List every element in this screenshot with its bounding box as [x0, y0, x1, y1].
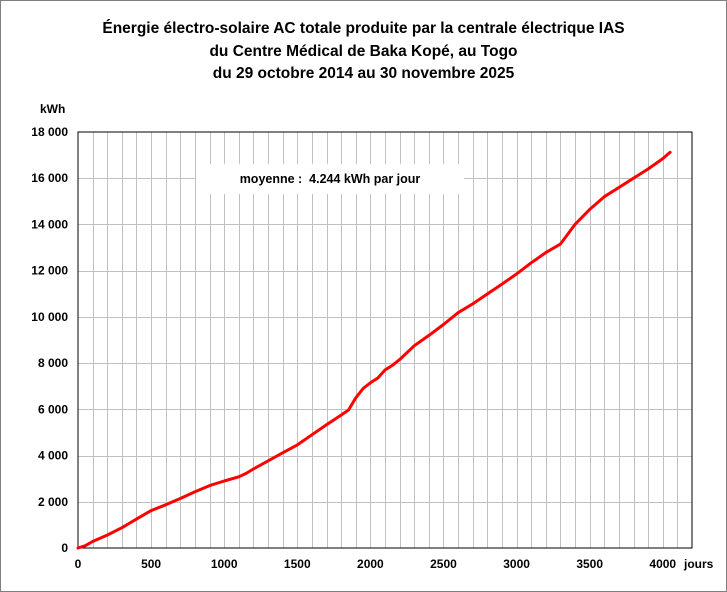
y-tick-label: 18 000 [31, 125, 68, 139]
x-tick-label: 1000 [211, 557, 238, 571]
chart-title-line-3: du 29 octobre 2014 au 30 novembre 2025 [212, 65, 515, 82]
y-tick-label: 8 000 [38, 356, 68, 370]
annotation-background [196, 164, 464, 194]
y-tick-label: 0 [61, 541, 68, 555]
y-tick-label: 10 000 [31, 310, 68, 324]
series [76, 150, 672, 550]
chart-title-line-2: du Centre Médical de Baka Kopé, au Togo [209, 42, 518, 60]
x-tick-label: 1500 [284, 557, 311, 571]
x-tick-label: 4000 [649, 557, 676, 571]
x-tick-label: 500 [141, 557, 161, 571]
y-tick-label: 14 000 [31, 217, 68, 231]
tick-labels: 0 500 1000 1500 2000 2500 3000 3500 4000 0 2 000 4 … [31, 125, 676, 571]
energy-series-line [76, 150, 672, 550]
chart-title-line-1: Énergie électro-solaire AC totale produi… [102, 20, 625, 37]
y-tick-label: 16 000 [31, 171, 68, 185]
x-tick-label: 0 [75, 557, 82, 571]
y-tick-label: 6 000 [38, 402, 68, 416]
x-tick-label: 3500 [576, 557, 603, 571]
grid [78, 132, 692, 548]
y-tick-label: 2 000 [38, 495, 68, 509]
x-tick-label: 2000 [357, 557, 384, 571]
x-tick-label: 2500 [430, 557, 457, 571]
y-axis-label: kWh [40, 102, 65, 116]
chart-title: Énergie électro-solaire AC totale produi… [0, 18, 727, 86]
average-annotation: moyenne : 4.244 kWh par jour [240, 172, 421, 186]
y-tick-label: 12 000 [31, 264, 68, 278]
x-axis-label: jours [683, 557, 714, 571]
x-tick-label: 3000 [503, 557, 530, 571]
plot-area-border [77, 131, 693, 549]
y-tick-label: 4 000 [38, 449, 68, 463]
